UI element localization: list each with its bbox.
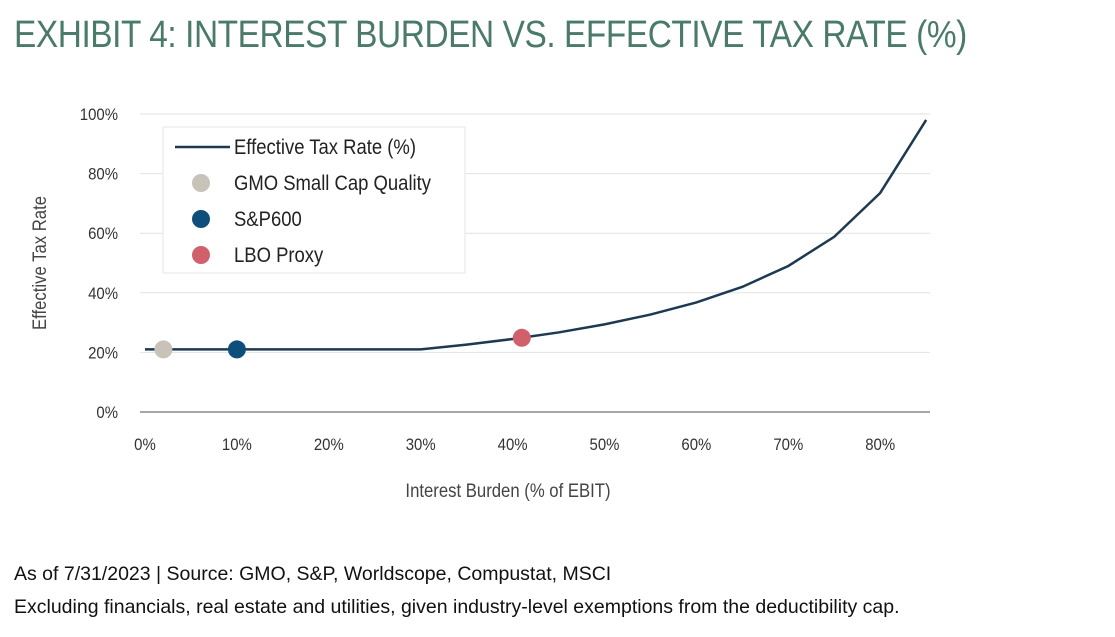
legend-dot-marker [192, 174, 210, 192]
legend-dot-marker [192, 210, 210, 228]
x-tick-label: 60% [681, 436, 711, 454]
y-tick-label: 60% [88, 225, 118, 243]
x-axis-label: Interest Burden (% of EBIT) [405, 480, 610, 501]
exclusion-note: Excluding financials, real estate and ut… [14, 596, 900, 618]
chart-title: EXHIBIT 4: INTEREST BURDEN VS. EFFECTIVE… [14, 14, 967, 56]
y-axis-label: Effective Tax Rate [29, 196, 50, 330]
legend-label: LBO Proxy [234, 244, 323, 267]
x-tick-label: 70% [773, 436, 803, 454]
source-note: As of 7/31/2023 | Source: GMO, S&P, Worl… [14, 563, 612, 585]
y-tick-label: 40% [88, 285, 118, 303]
x-tick-label: 20% [314, 436, 344, 454]
legend-label: S&P600 [234, 208, 302, 231]
y-tick-label: 80% [88, 166, 118, 184]
y-tick-label: 100% [80, 106, 118, 124]
tax-rate-line [145, 119, 928, 351]
x-tick-label: 80% [865, 436, 895, 454]
data-point [154, 340, 173, 359]
y-tick-label: 20% [88, 345, 118, 363]
legend-label: GMO Small Cap Quality [234, 172, 431, 195]
legend-box [162, 126, 466, 274]
legend-label: Effective Tax Rate (%) [234, 136, 416, 159]
data-point [227, 340, 246, 359]
x-tick-label: 0% [134, 436, 156, 454]
x-tick-label: 10% [222, 436, 252, 454]
x-tick-label: 40% [498, 436, 528, 454]
chart: 0% 20% 40% 60% 80% 100% 0% 10% 20% 30% 40% 50% 60% 70… [29, 106, 930, 501]
data-point [512, 328, 531, 347]
x-tick-label: 50% [590, 436, 620, 454]
legend-dot-marker [192, 246, 210, 264]
y-tick-label: 0% [96, 404, 118, 422]
x-tick-label: 30% [406, 436, 436, 454]
